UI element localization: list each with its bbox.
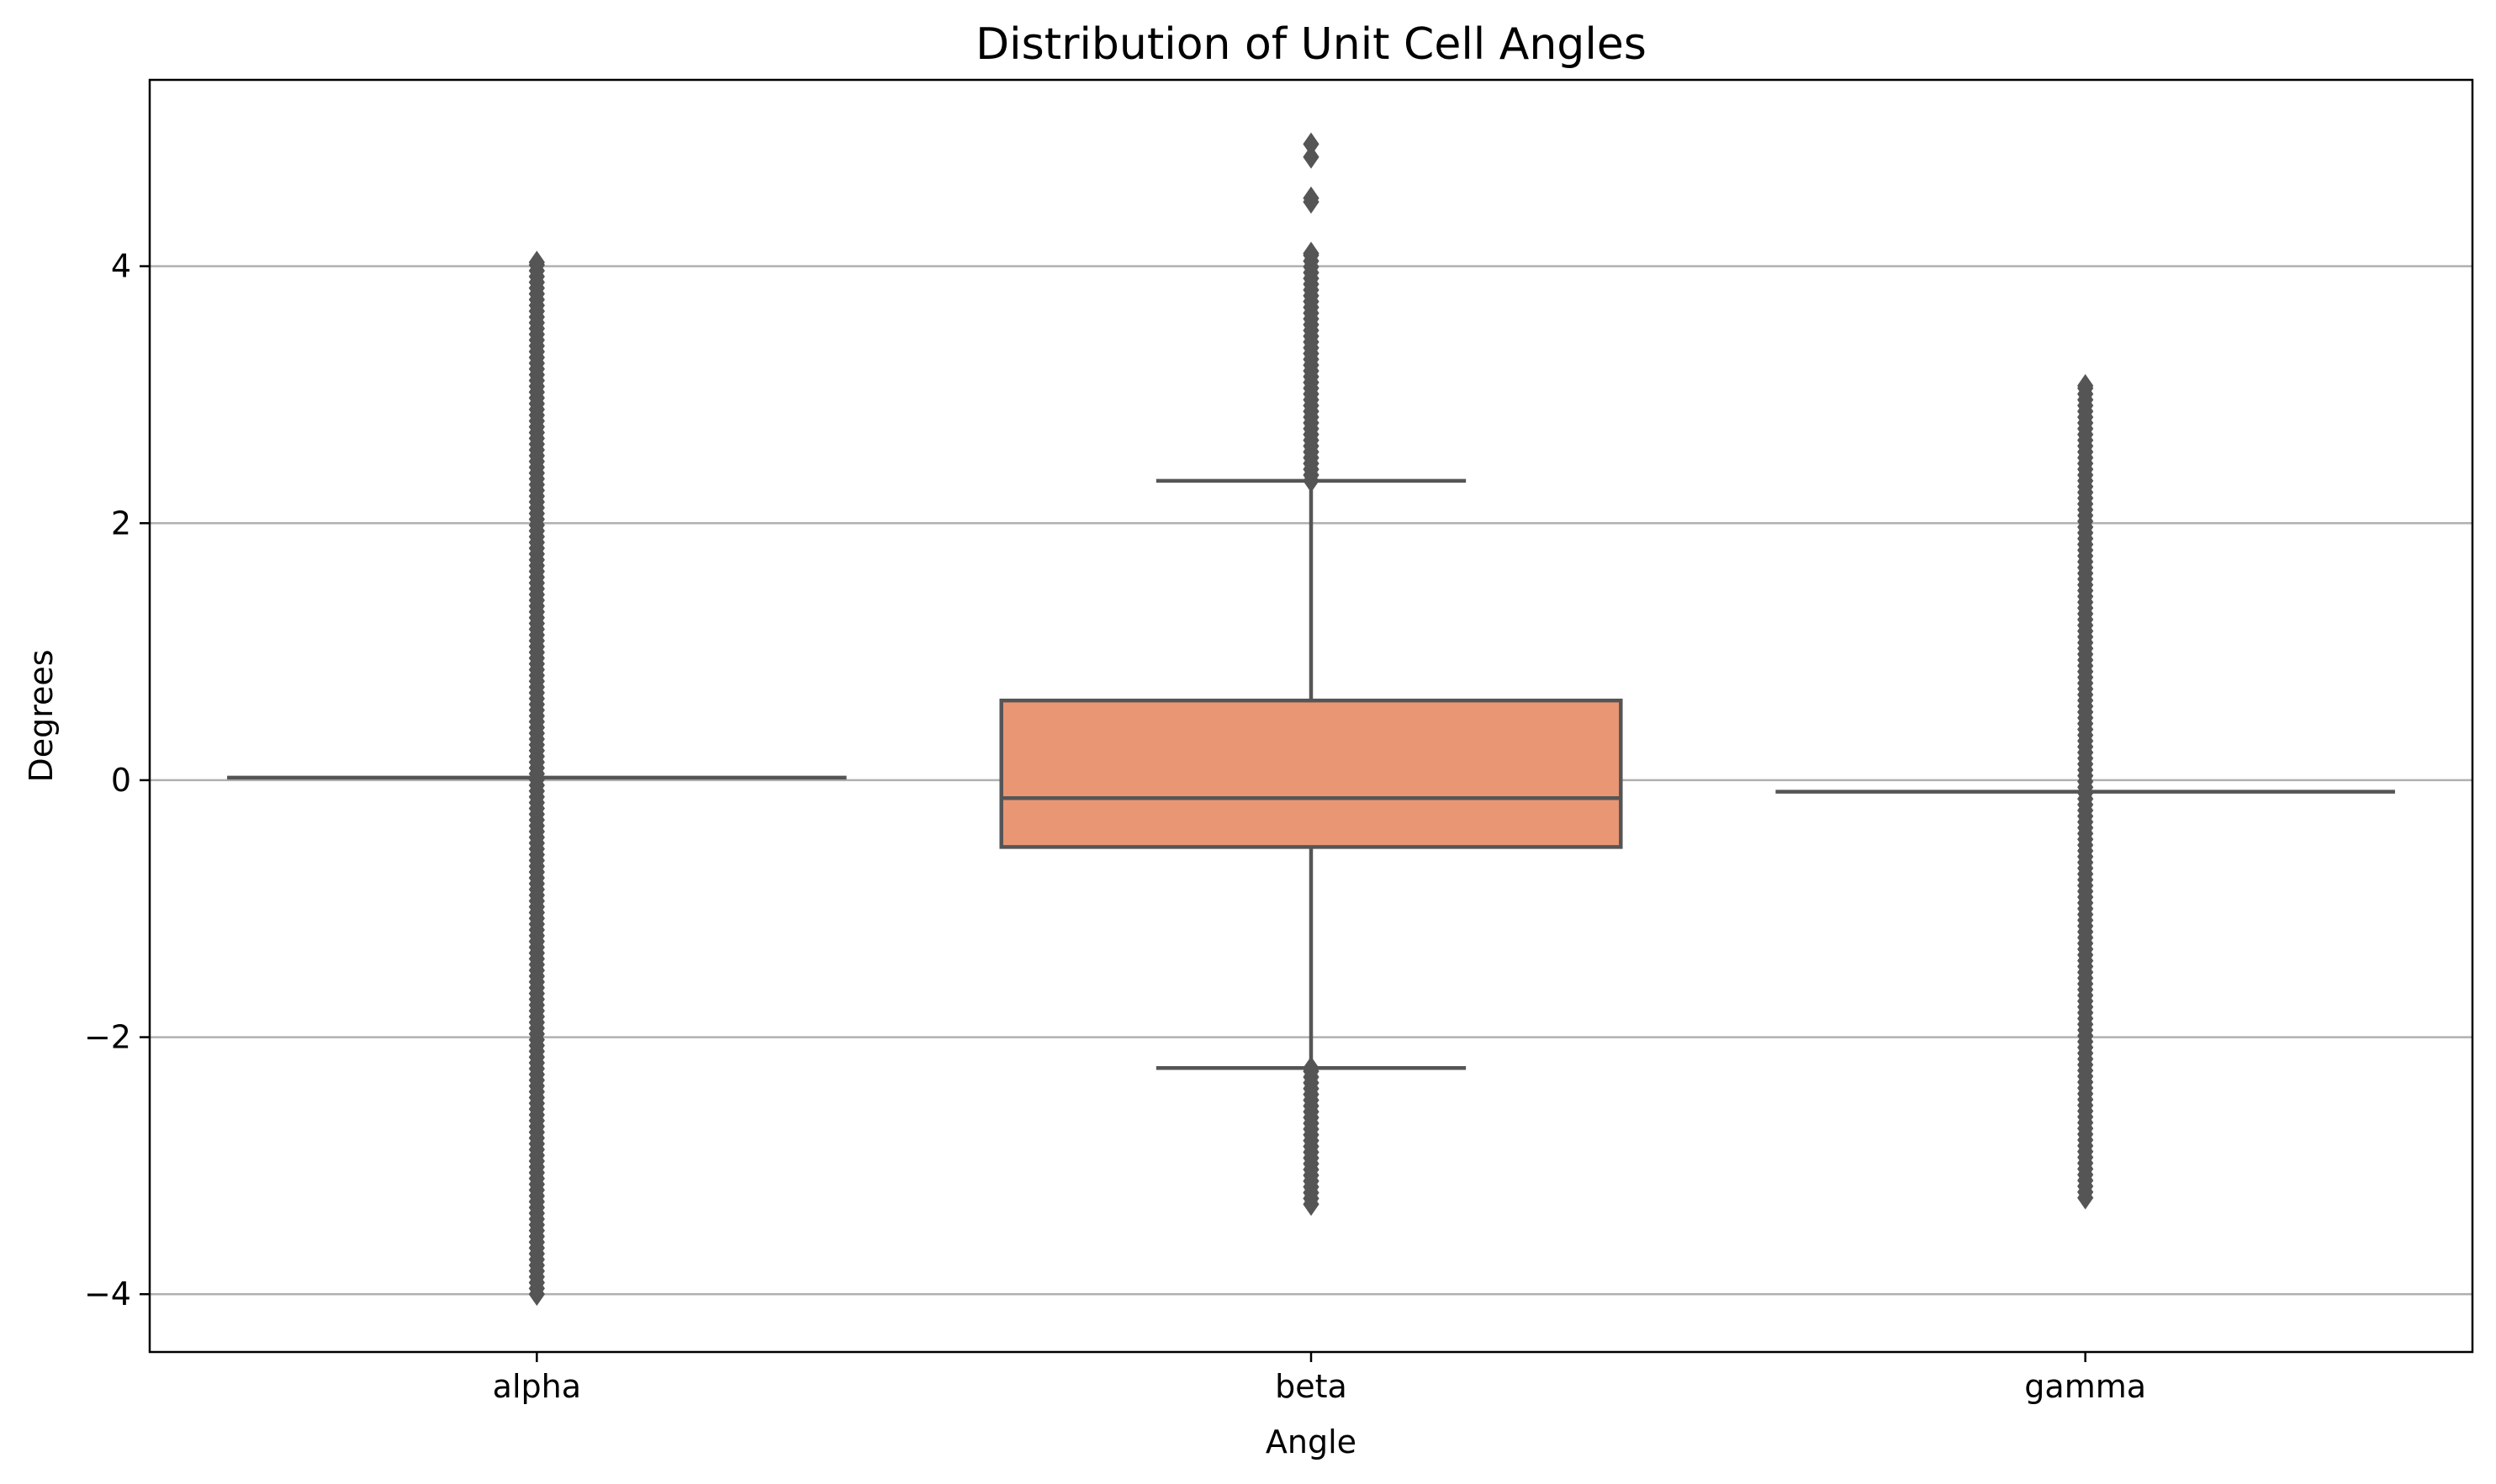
y-tick-label: −2 bbox=[84, 1019, 131, 1056]
box-group-gamma bbox=[1775, 373, 2395, 1210]
outlier-point bbox=[1303, 145, 1319, 169]
box-layer bbox=[227, 132, 2395, 1307]
x-axis-label: Angle bbox=[1266, 1423, 1356, 1460]
outlier-point bbox=[1303, 241, 1319, 266]
box-group-alpha bbox=[227, 251, 847, 1307]
outlier-point bbox=[528, 251, 545, 274]
outlier-point bbox=[2077, 373, 2094, 398]
x-tick-label: alpha bbox=[493, 1368, 581, 1405]
y-axis-label: Degrees bbox=[23, 649, 60, 782]
iqr-box bbox=[999, 698, 1623, 849]
y-tick-label: 4 bbox=[111, 248, 131, 285]
outlier-point bbox=[1303, 186, 1319, 210]
y-tick-label: 2 bbox=[111, 504, 131, 541]
x-tick-label: beta bbox=[1275, 1368, 1347, 1405]
outlier-point bbox=[1303, 132, 1319, 156]
tick-layer: −4 −2 0 2 4 alpha beta gamma bbox=[84, 248, 2146, 1405]
box-group-beta bbox=[999, 132, 1623, 1217]
y-tick-label: −4 bbox=[84, 1275, 131, 1312]
y-tick-label: 0 bbox=[111, 762, 131, 799]
chart-title: Distribution of Unit Cell Angles bbox=[976, 19, 1647, 70]
x-tick-label: gamma bbox=[2024, 1368, 2146, 1405]
